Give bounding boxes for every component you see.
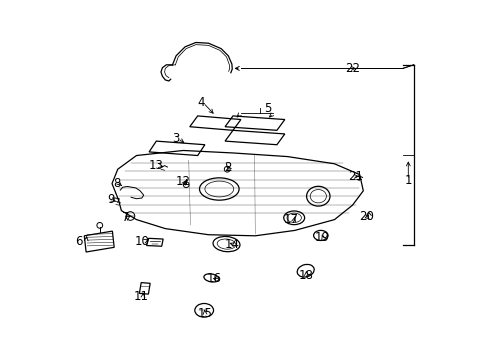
Text: 5: 5 — [264, 102, 271, 114]
Text: 16: 16 — [206, 273, 221, 285]
Text: 1: 1 — [404, 174, 411, 186]
Text: 13: 13 — [148, 159, 163, 172]
Text: 15: 15 — [197, 307, 212, 320]
Text: 22: 22 — [345, 62, 359, 75]
Text: 2: 2 — [224, 161, 232, 174]
Text: 19: 19 — [314, 231, 329, 244]
Text: 11: 11 — [133, 291, 148, 303]
Text: 14: 14 — [224, 238, 239, 251]
Text: 3: 3 — [172, 132, 180, 145]
Text: 21: 21 — [348, 170, 363, 183]
Text: 12: 12 — [176, 175, 190, 188]
Text: 17: 17 — [283, 213, 298, 226]
Text: 20: 20 — [359, 210, 374, 222]
Text: 4: 4 — [197, 96, 204, 109]
Text: 8: 8 — [113, 177, 120, 190]
Text: 10: 10 — [134, 235, 149, 248]
Text: 6: 6 — [75, 235, 82, 248]
Text: 9: 9 — [106, 193, 114, 206]
Text: 7: 7 — [122, 211, 129, 224]
Text: 18: 18 — [298, 269, 312, 282]
